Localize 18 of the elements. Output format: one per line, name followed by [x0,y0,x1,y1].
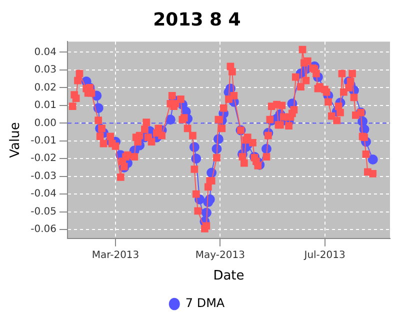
y-tick-label: -0.03 [30,170,56,182]
y-tick-label: 0.03 [34,64,56,76]
y-tick-label: 0.04 [34,46,56,58]
y-tick-label: -0.05 [30,206,56,218]
y-tick-label: 0.01 [34,100,56,112]
y-tick-label: -0.06 [30,224,56,236]
y-tick-label: 0.02 [34,82,56,94]
y-axis-title: Value [8,122,24,158]
y-tick-label: -0.01 [30,135,56,146]
x-axis-title: Date [213,268,244,284]
y-tick-label: 0.00 [34,118,56,129]
y-tick-label: -0.02 [30,153,56,164]
x-tick-label: Mar-2013 [92,250,140,261]
chart-title: 2013 8 4 [153,9,241,30]
legend-label: 7 DMA [185,296,226,310]
x-tick-label: May-2013 [195,250,245,261]
y-tick-label: -0.04 [30,188,56,200]
x-tick-label: Jul-2013 [303,250,346,261]
